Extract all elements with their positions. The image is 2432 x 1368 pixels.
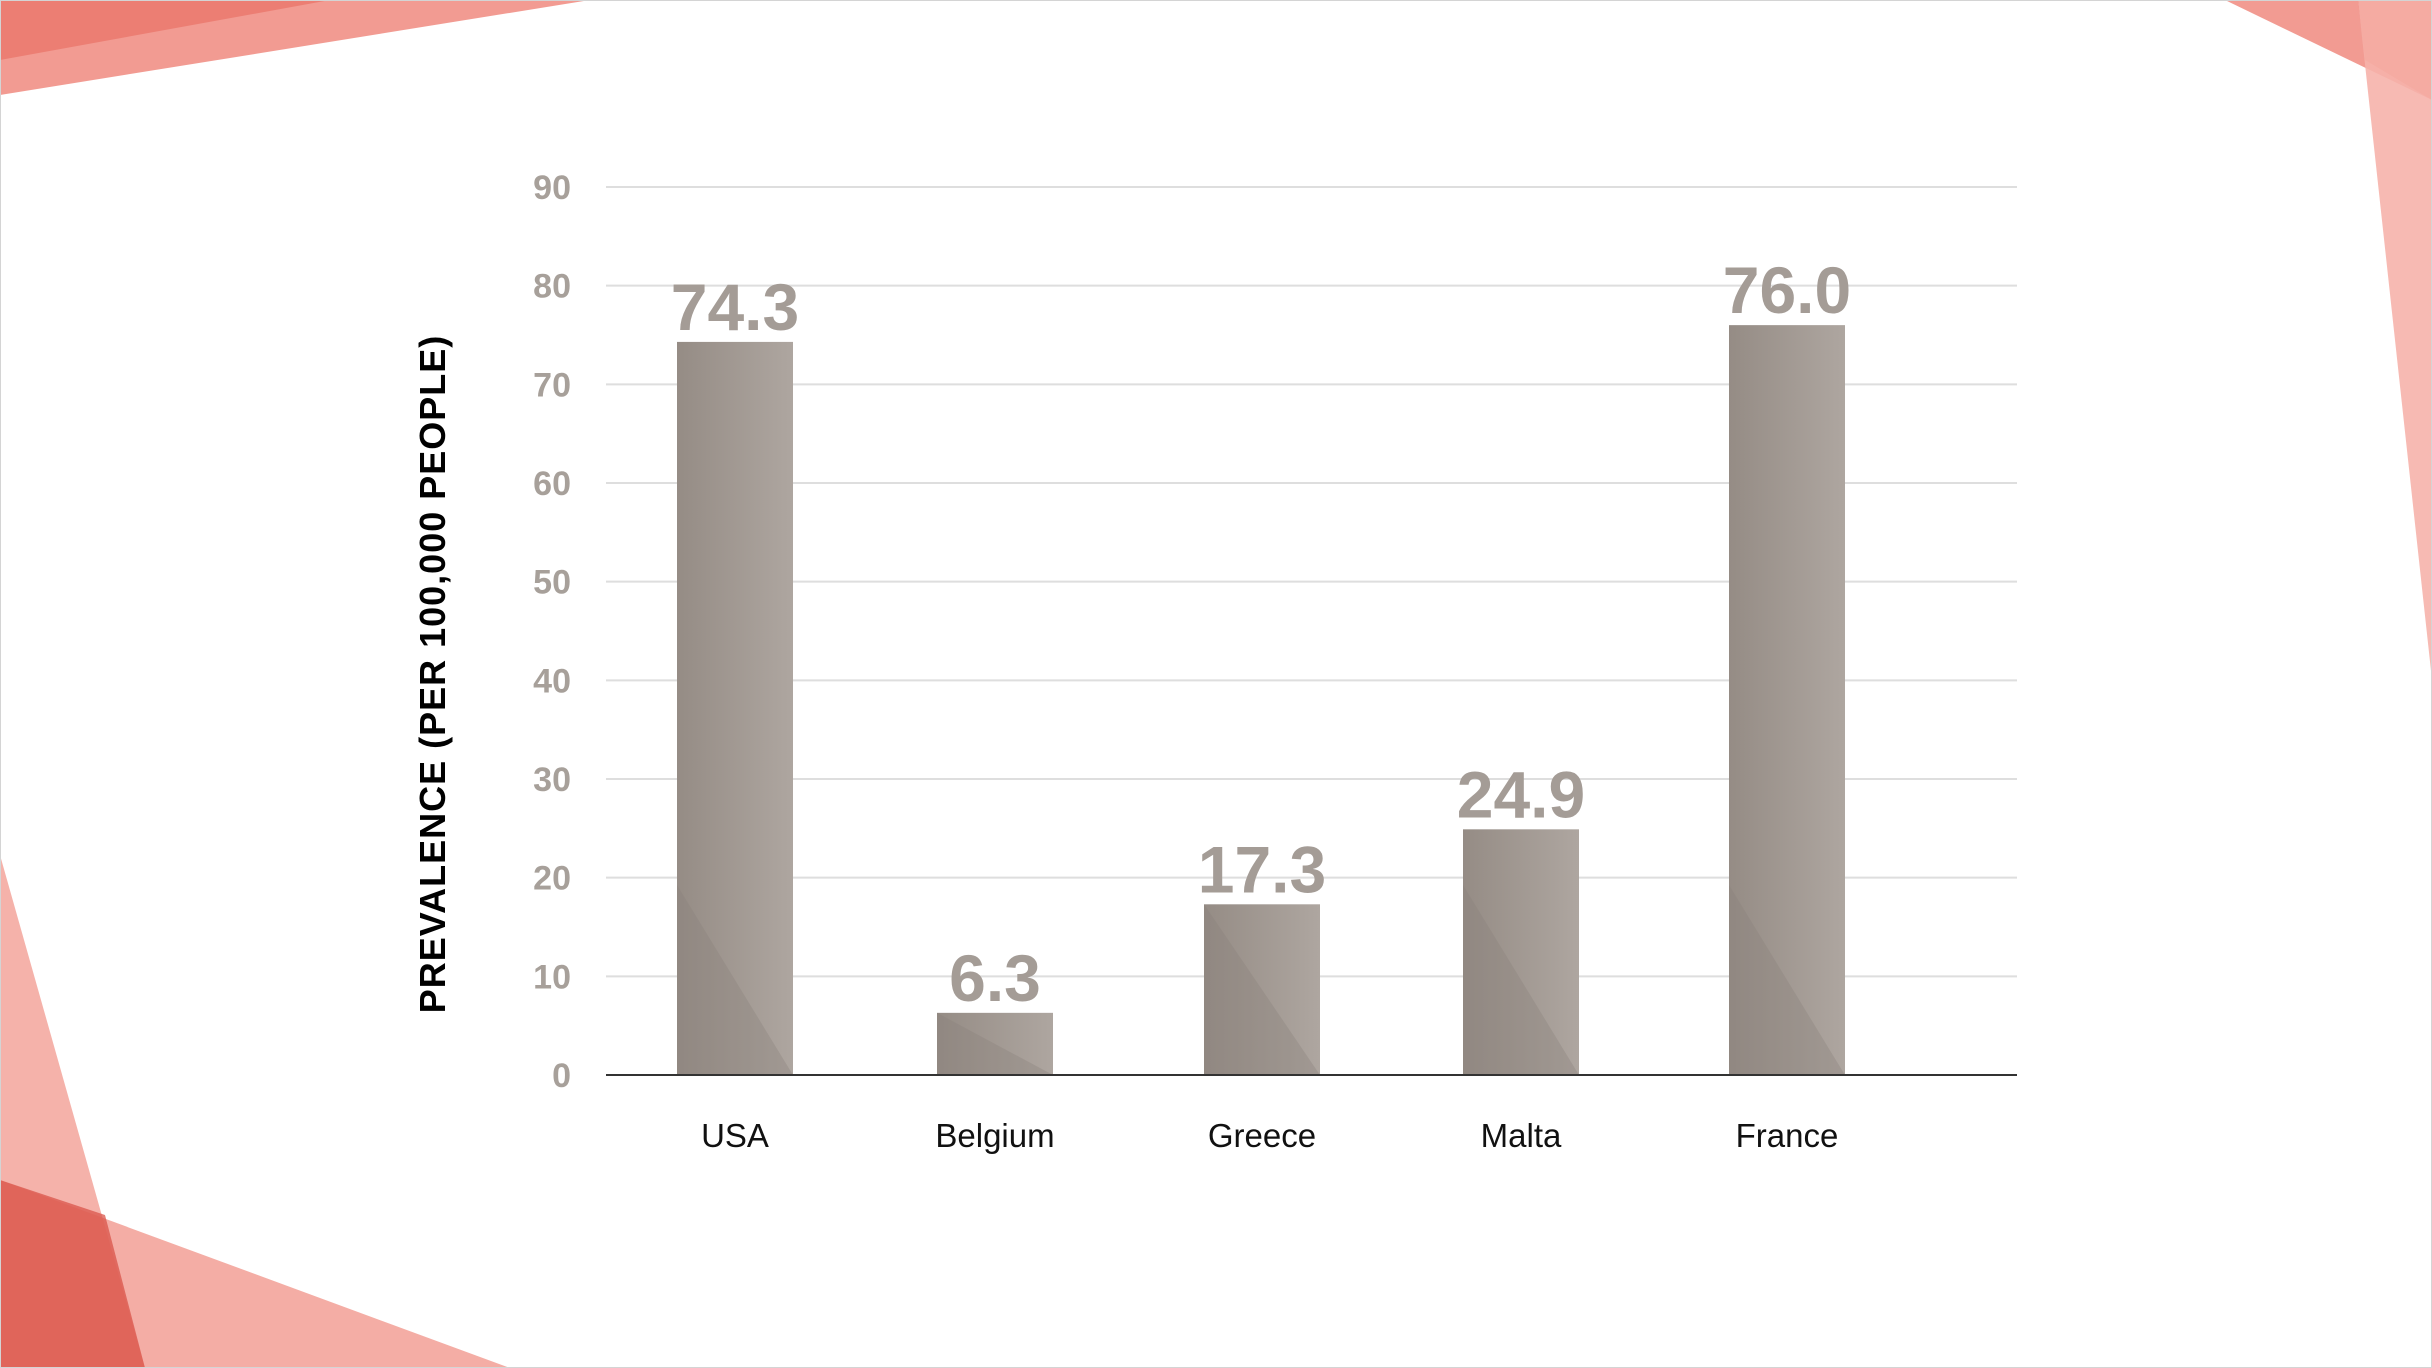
y-tick-label: 20 <box>533 860 571 898</box>
value-label-malta: 24.9 <box>1457 757 1585 831</box>
bar-facet-usa <box>677 885 793 1075</box>
y-tick-label: 80 <box>533 268 571 306</box>
bars <box>677 325 1845 1076</box>
category-label-france: France <box>1736 1117 1839 1154</box>
bar-facet-france <box>1729 885 1845 1075</box>
bar-facet-greece <box>1204 904 1320 1075</box>
bar-facet-malta <box>1463 885 1579 1075</box>
y-tick-label: 70 <box>533 366 571 404</box>
bar-france <box>1729 325 1845 1076</box>
decor-shape-bottom-left-dark <box>0 1180 145 1368</box>
y-tick-label: 40 <box>533 662 571 700</box>
value-label-usa: 74.3 <box>671 270 799 344</box>
y-tick-label: 50 <box>533 564 571 602</box>
y-tick-label: 10 <box>533 958 571 996</box>
y-tick-label: 0 <box>552 1057 571 1095</box>
decor-shape-top-left-dark <box>0 0 330 60</box>
value-labels: 74.3 6.3 17.3 24.9 76.0 <box>671 253 1851 1015</box>
category-label-greece: Greece <box>1208 1117 1316 1154</box>
decor-shape-right-edge <box>2358 0 2432 680</box>
y-tick-label: 30 <box>533 761 571 799</box>
bar-greece <box>1204 904 1320 1075</box>
value-label-greece: 17.3 <box>1198 832 1326 906</box>
y-axis-ticks: 0 10 20 30 40 50 60 70 80 90 <box>533 169 571 1095</box>
category-label-belgium: Belgium <box>935 1117 1054 1154</box>
category-label-usa: USA <box>701 1117 769 1154</box>
category-label-malta: Malta <box>1481 1117 1562 1154</box>
value-label-france: 76.0 <box>1723 253 1851 327</box>
bar-facet-belgium <box>937 1012 1053 1075</box>
value-label-belgium: 6.3 <box>949 941 1041 1015</box>
y-tick-label: 60 <box>533 465 571 503</box>
category-labels: USA Belgium Greece Malta France <box>701 1117 1838 1154</box>
bar-belgium <box>937 1012 1053 1075</box>
y-axis-title: PREVALENCE (PER 100,000 PEOPLE) <box>412 335 453 1014</box>
y-tick-label: 90 <box>533 169 571 207</box>
bar-malta <box>1463 829 1579 1075</box>
bar-usa <box>677 341 793 1075</box>
